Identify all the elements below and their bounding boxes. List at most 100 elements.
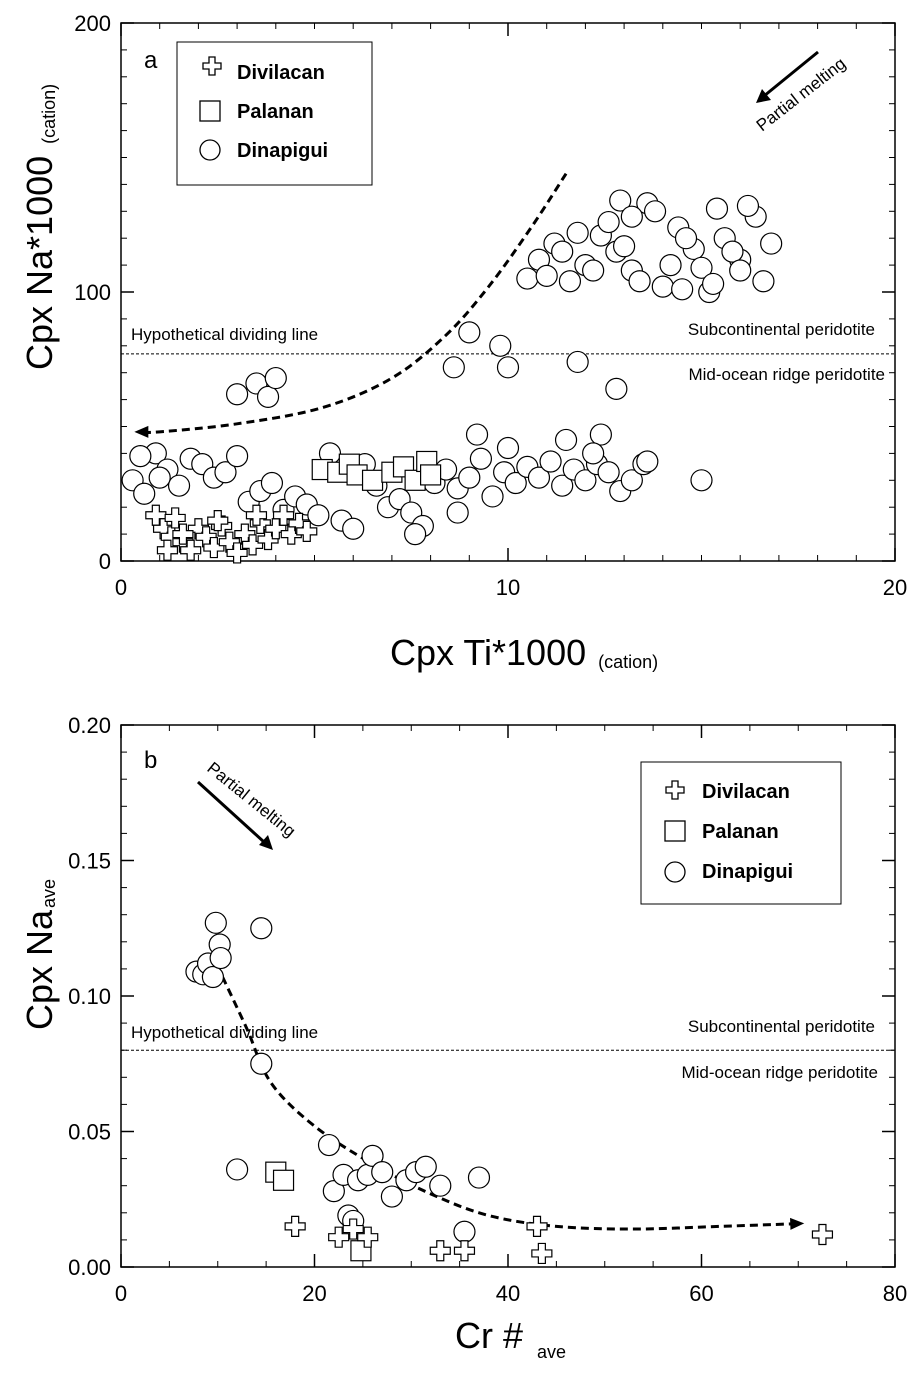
panel-a-markers (121, 189, 783, 564)
point-dinapigui (551, 474, 574, 497)
panel-b-trend-arrowhead (790, 1217, 805, 1230)
point-divilacan (156, 539, 179, 561)
point-dinapigui (446, 501, 469, 524)
point-dinapigui (342, 517, 365, 540)
point-dinapigui (204, 911, 227, 934)
point-dinapigui (148, 466, 171, 489)
legend-b-palanan: Palanan (702, 821, 779, 843)
point-divilacan (526, 1215, 548, 1237)
panel-a-trend-arrowhead (134, 425, 149, 438)
point-dinapigui (469, 447, 493, 470)
point-dinapigui (371, 1161, 394, 1184)
point-dinapigui (690, 256, 713, 279)
point-dinapigui (489, 334, 512, 357)
point-divilacan (811, 1223, 834, 1246)
y-tick-label: 0.10 (68, 984, 111, 1009)
point-divilacan (245, 504, 268, 526)
point-dinapigui (551, 240, 574, 263)
point-dinapigui (705, 197, 729, 220)
x-tick-label: 40 (496, 1281, 520, 1306)
point-divilacan (180, 539, 202, 561)
point-dinapigui (566, 350, 589, 374)
point-dinapigui (167, 474, 191, 497)
legend-a-palanan: Palanan (237, 101, 314, 123)
point-dinapigui (752, 270, 775, 293)
point-dinapigui (516, 267, 539, 290)
point-palanan (420, 464, 442, 486)
y-tick-label: 100 (74, 280, 111, 305)
point-dinapigui (671, 278, 694, 301)
panel-b-tick-labels: 0 20 40 60 80 0.00 0.05 0.10 0.15 0.20 (68, 713, 907, 1306)
point-divilacan (172, 523, 194, 545)
y-tick-label: 0.20 (68, 713, 111, 738)
legend-a-square-icon (199, 100, 221, 122)
point-dinapigui (736, 194, 760, 218)
x-tick-label: 20 (883, 575, 907, 600)
point-dinapigui (496, 356, 520, 379)
panel-b-markers (185, 911, 834, 1265)
panel-a-melting-arrow (763, 50, 819, 98)
legend-b-cross-icon (665, 780, 685, 800)
legend-b-square-icon (664, 820, 686, 842)
legend-a-cross-icon (202, 56, 222, 76)
point-dinapigui (322, 1180, 345, 1203)
legend-b-circle-icon (664, 861, 686, 883)
legend-a-divilacan: Divilacan (237, 62, 325, 84)
point-dinapigui (690, 469, 713, 492)
point-dinapigui (721, 240, 744, 263)
point-dinapigui (566, 221, 589, 244)
point-dinapigui (702, 272, 725, 296)
x-tick-label: 0 (115, 575, 127, 600)
panel-a-y-axis-title: Cpx Na*1000 (cation) (19, 84, 60, 370)
x-tick-label: 0 (115, 1281, 127, 1306)
point-dinapigui (129, 444, 152, 468)
point-divilacan (207, 510, 229, 532)
panel-b-letter: b (144, 747, 157, 774)
legend-a-dinapigui: Dinapigui (237, 140, 328, 162)
point-dinapigui (226, 444, 249, 468)
legend-a-circle-icon (199, 139, 221, 161)
point-dinapigui (481, 485, 504, 508)
point-divilacan (453, 1240, 476, 1262)
point-dinapigui (404, 522, 427, 546)
point-dinapigui (582, 259, 605, 282)
y-tick-label: 0.05 (68, 1120, 111, 1145)
point-dinapigui (535, 264, 558, 287)
point-dinapigui (467, 1166, 491, 1189)
point-dinapigui (597, 210, 620, 234)
point-palanan (361, 469, 384, 491)
panel-b-lower-label: Mid-ocean ridge peridotite (681, 1063, 878, 1082)
point-dinapigui (380, 1185, 403, 1208)
panel-b: 0 20 40 60 80 0.00 0.05 0.10 0.15 0.20 Hypothetic… (19, 713, 907, 1362)
point-dinapigui (620, 469, 643, 492)
point-dinapigui (612, 235, 636, 258)
point-dinapigui (659, 254, 682, 277)
point-dinapigui (465, 423, 489, 446)
point-dinapigui (504, 471, 527, 495)
panel-a-upper-label: Subcontinental peridotite (688, 320, 875, 339)
point-divilacan (226, 542, 248, 564)
point-divilacan (164, 507, 186, 529)
panel-b-x-axis-title: Cr # ave (455, 1315, 566, 1362)
x-tick-label: 60 (689, 1281, 713, 1306)
point-dinapigui (307, 504, 330, 527)
point-dinapigui (496, 436, 520, 460)
point-dinapigui (458, 466, 481, 489)
point-dinapigui (597, 461, 620, 484)
point-dinapigui (554, 428, 578, 452)
y-tick-label: 200 (74, 11, 111, 36)
point-dinapigui (674, 227, 698, 250)
point-divilacan (357, 1226, 379, 1248)
panel-b-legend: Divilacan Palanan Dinapigui (640, 761, 842, 905)
point-dinapigui (558, 270, 582, 293)
panel-a-legend: Divilacan Palanan Dinapigui (176, 41, 373, 186)
panel-a-x-axis-title: Cpx Ti*1000 (cation) (390, 632, 658, 673)
point-divilacan (429, 1240, 451, 1262)
legend-b-divilacan: Divilacan (702, 781, 790, 803)
point-divilacan (531, 1242, 553, 1265)
point-dinapigui (226, 383, 249, 406)
point-dinapigui (256, 385, 280, 409)
